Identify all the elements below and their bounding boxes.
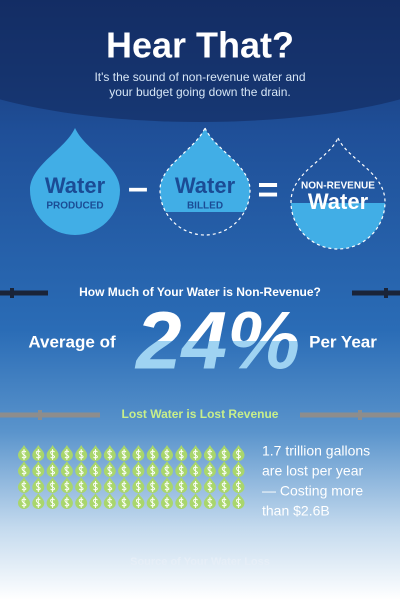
- dollar-sign: [121, 449, 127, 460]
- dollar-sign: [50, 497, 56, 508]
- operator: –: [128, 167, 148, 208]
- revenue-heading: Lost Water is Lost Revenue: [122, 407, 279, 421]
- pipe-joint: [384, 288, 388, 298]
- dollar-sign: [107, 497, 113, 508]
- dollar-sign: [135, 497, 141, 508]
- dollar-sign: [150, 465, 156, 476]
- dollar-sign: [50, 449, 56, 460]
- drop-label: Water: [175, 173, 236, 198]
- drop-label: Water: [45, 173, 106, 198]
- dollar-sign: [93, 481, 98, 492]
- dollar-sign: [207, 497, 213, 508]
- revenue-line: — Costing more: [262, 483, 363, 499]
- dollar-sign: [107, 465, 113, 476]
- dollar-sign: [50, 481, 56, 492]
- dollar-sign: [135, 481, 141, 492]
- dollar-sign: [193, 465, 199, 476]
- dollar-sign: [107, 449, 113, 460]
- water-drop: [30, 128, 120, 235]
- water-drop-outline: [159, 126, 251, 236]
- dollar-sign: [78, 481, 84, 492]
- dollar-sign: [150, 481, 156, 492]
- dollar-sign: [107, 481, 113, 492]
- dollar-sign: [150, 449, 156, 460]
- dollar-sign: [178, 481, 184, 492]
- dollar-sign: [64, 481, 70, 492]
- dollar-sign: [135, 449, 141, 460]
- dollar-sign: [193, 481, 199, 492]
- stat-suffix: Per Year: [309, 332, 377, 351]
- dollar-sign: [50, 465, 56, 476]
- footer: Source of Your Water Loss: [130, 556, 270, 568]
- dollar-sign: [21, 465, 27, 476]
- dollar-sign: [193, 449, 199, 460]
- dollar-sign: [93, 497, 98, 508]
- dollar-sign: [64, 449, 70, 460]
- dollar-sign: [35, 481, 41, 492]
- dollar-sign: [135, 465, 141, 476]
- dollar-sign: [93, 449, 98, 460]
- dollar-sign: [35, 449, 41, 460]
- dollar-sign: [21, 481, 27, 492]
- dollar-sign: [35, 497, 41, 508]
- header-band: [0, 0, 400, 122]
- drop-sublabel: PRODUCED: [46, 201, 103, 212]
- pipe-joint: [358, 410, 362, 420]
- dollar-sign: [221, 465, 227, 476]
- title: Hear That?: [106, 25, 294, 66]
- dollar-sign: [121, 481, 127, 492]
- dollar-sign: [236, 497, 241, 508]
- dollar-sign: [21, 497, 27, 508]
- dollar-sign: [178, 465, 184, 476]
- dollar-sign: [236, 449, 241, 460]
- dollar-sign: [64, 497, 70, 508]
- revenue-line: than $2.6B: [262, 503, 330, 519]
- dollar-sign: [178, 497, 184, 508]
- water-drop: [291, 203, 385, 249]
- dollar-sign: [164, 497, 170, 508]
- drop-sublabel: NON-REVENUE: [301, 181, 375, 192]
- dollar-sign: [207, 481, 213, 492]
- dollar-sign: [221, 497, 227, 508]
- pipe-joint: [38, 410, 42, 420]
- money-drops: [18, 445, 245, 510]
- dollar-sign: [150, 497, 156, 508]
- dollar-sign: [21, 449, 27, 460]
- dollar-sign: [93, 465, 98, 476]
- subtitle: It's the sound of non-revenue water and: [94, 70, 305, 84]
- dollar-sign: [64, 465, 70, 476]
- dollar-sign: [35, 465, 41, 476]
- operator: =: [257, 169, 278, 210]
- dollar-sign: [236, 481, 241, 492]
- dollar-sign: [207, 465, 213, 476]
- dollar-sign: [221, 481, 227, 492]
- revenue-line: are lost per year: [262, 463, 363, 479]
- dollar-sign: [78, 449, 84, 460]
- drop-label: Water: [308, 189, 369, 214]
- water-drop-outline: [290, 136, 386, 250]
- dollar-sign: [236, 465, 241, 476]
- subtitle: your budget going down the drain.: [109, 85, 290, 99]
- dollar-sign: [78, 497, 84, 508]
- dollar-sign: [164, 465, 170, 476]
- dollar-sign: [78, 465, 84, 476]
- pipe-joint: [10, 288, 14, 298]
- dollar-sign: [178, 449, 184, 460]
- dollar-sign: [164, 449, 170, 460]
- stat-value: 24%: [134, 296, 300, 387]
- dollar-sign: [121, 465, 127, 476]
- stat-prefix: Average of: [28, 332, 116, 351]
- drop-sublabel: BILLED: [187, 201, 223, 212]
- dollar-sign: [164, 481, 170, 492]
- dollar-sign: [121, 497, 127, 508]
- question: How Much of Your Water is Non-Revenue?: [79, 285, 321, 299]
- revenue-line: 1.7 trillion gallons: [262, 443, 370, 459]
- dollar-sign: [193, 497, 199, 508]
- dollar-sign: [221, 449, 227, 460]
- water-drop: [160, 128, 250, 212]
- dollar-sign: [207, 449, 213, 460]
